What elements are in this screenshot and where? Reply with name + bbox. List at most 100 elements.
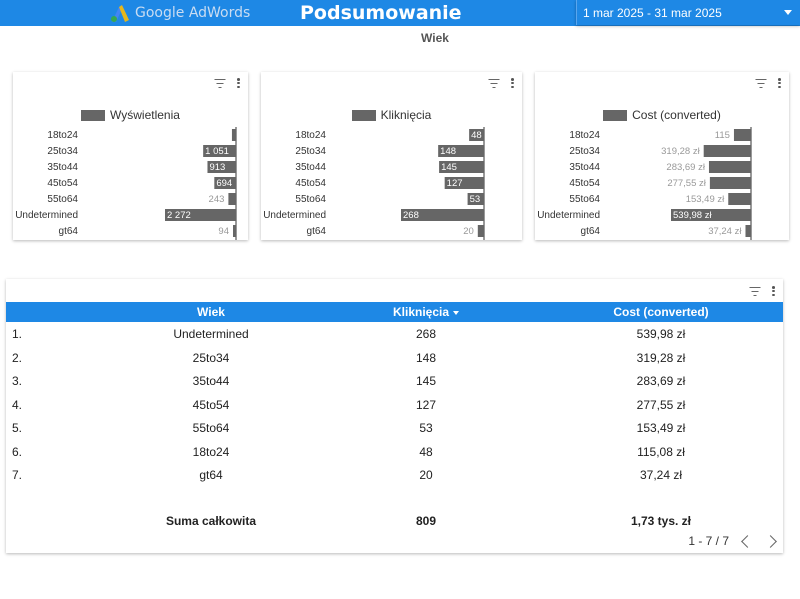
category-label: Undetermined bbox=[15, 210, 78, 221]
bar-18to24[interactable] bbox=[231, 129, 236, 141]
total-clicks: 809 bbox=[415, 514, 437, 528]
table-row[interactable]: 3. 35to44 145 283,69 zł bbox=[6, 370, 783, 393]
bar-18to24[interactable] bbox=[469, 129, 484, 141]
cell-clicks: 268 bbox=[415, 327, 437, 341]
cell-cost: 319,28 zł bbox=[636, 350, 686, 365]
table-row[interactable]: 1. Undetermined 268 539,98 zł bbox=[6, 323, 783, 346]
category-label: 55to64 bbox=[569, 194, 600, 205]
age-table-card: Wiek Kliknięcia Cost (converted) 1. Undet… bbox=[6, 279, 783, 553]
table-row[interactable]: 5. 55to64 53 153,49 zł bbox=[6, 417, 783, 440]
legend-swatch bbox=[603, 109, 628, 121]
table-row[interactable]: 6. 18to24 48 115,08 zł bbox=[6, 441, 783, 464]
column-header-age[interactable]: Wiek bbox=[197, 305, 225, 319]
value-label: 94 bbox=[218, 226, 229, 237]
table-header: Wiek Kliknięcia Cost (converted) bbox=[6, 302, 783, 322]
category-label: 35to44 bbox=[569, 162, 600, 173]
column-header-clicks-label: Kliknięcia bbox=[392, 305, 450, 319]
kebab-menu-icon[interactable] bbox=[511, 78, 514, 88]
value-label: 1 051 bbox=[205, 146, 229, 157]
bar-45to54[interactable] bbox=[214, 177, 236, 189]
value-label: 37,24 zł bbox=[708, 226, 742, 237]
legend-swatch bbox=[81, 109, 106, 121]
cell-clicks: 148 bbox=[415, 350, 437, 365]
bar-18to24[interactable] bbox=[733, 129, 751, 141]
cell-cost: 37,24 zł bbox=[639, 468, 683, 482]
value-label: 913 bbox=[209, 162, 225, 173]
cell-age: 18to24 bbox=[192, 444, 230, 459]
bar-chart-impressions: 18to24 25to34 1 051 35to44 913 45to54 694 55to6… bbox=[15, 127, 237, 240]
bar-gt64[interactable] bbox=[477, 225, 484, 237]
category-label: 25to34 bbox=[569, 146, 600, 157]
cell-age: Undetermined bbox=[173, 327, 249, 341]
column-header-cost[interactable]: Cost (converted) bbox=[613, 305, 709, 319]
bar-55to64[interactable] bbox=[728, 193, 751, 205]
table-row[interactable]: 7. gt64 20 37,24 zł bbox=[6, 464, 783, 487]
row-index: 6. bbox=[12, 444, 23, 459]
value-label: 148 bbox=[440, 146, 456, 157]
filter-icon[interactable] bbox=[214, 78, 225, 88]
cell-cost: 539,98 zł bbox=[636, 327, 686, 341]
total-label: Suma całkowita bbox=[165, 514, 257, 528]
bar-gt64[interactable] bbox=[745, 225, 751, 237]
cell-age: 45to54 bbox=[192, 397, 230, 412]
category-label: 35to44 bbox=[47, 162, 78, 173]
table-row[interactable]: 2. 25to34 148 319,28 zł bbox=[6, 347, 783, 370]
bar-Undetermined[interactable] bbox=[401, 209, 484, 221]
cell-age: 25to34 bbox=[192, 350, 230, 365]
value-label: 539,98 zł bbox=[673, 210, 712, 221]
bar-35to44[interactable] bbox=[207, 161, 236, 173]
section-title: Wiek bbox=[421, 31, 449, 45]
value-label: 694 bbox=[216, 178, 232, 189]
category-label: 35to44 bbox=[295, 162, 326, 173]
category-label: 25to34 bbox=[47, 146, 78, 157]
bar-gt64[interactable] bbox=[233, 225, 236, 237]
kebab-menu-icon[interactable] bbox=[772, 286, 775, 296]
bar-35to44[interactable] bbox=[708, 161, 751, 173]
bar-Undetermined[interactable] bbox=[165, 209, 236, 221]
date-range-value: 1 mar 2025 - 31 mar 2025 bbox=[583, 5, 722, 20]
chevron-left-icon[interactable] bbox=[741, 534, 754, 548]
dropdown-arrow-icon bbox=[784, 10, 792, 15]
bar-55to64[interactable] bbox=[228, 193, 236, 205]
date-range-selector[interactable]: 1 mar 2025 - 31 mar 2025 bbox=[576, 0, 800, 25]
bar-45to54[interactable] bbox=[444, 177, 484, 189]
bar-25to34[interactable] bbox=[438, 145, 484, 157]
category-label: 55to64 bbox=[295, 194, 326, 205]
filter-icon[interactable] bbox=[488, 78, 499, 88]
category-label: 18to24 bbox=[47, 130, 78, 141]
chart-card-clicks: Kliknięcia 18to24 48 25to34 148 35to44 145 45t… bbox=[261, 72, 522, 240]
value-label: 277,55 zł bbox=[667, 178, 706, 189]
chevron-right-icon[interactable] bbox=[764, 534, 777, 548]
bar-25to34[interactable] bbox=[203, 145, 236, 157]
column-header-clicks[interactable]: Kliknięcia bbox=[336, 305, 516, 319]
legend-swatch bbox=[351, 109, 376, 121]
category-label: Undetermined bbox=[263, 210, 326, 221]
kebab-menu-icon[interactable] bbox=[778, 78, 781, 88]
bar-25to34[interactable] bbox=[703, 145, 751, 157]
header-bar: Google AdWords Podsumowanie 1 mar 2025 -… bbox=[0, 0, 800, 26]
row-index: 7. bbox=[12, 468, 23, 482]
filter-icon[interactable] bbox=[755, 78, 766, 88]
pagination: 1 - 7 / 7 bbox=[688, 534, 777, 548]
value-label: 153,49 zł bbox=[686, 194, 725, 205]
cell-age: 35to44 bbox=[192, 374, 230, 388]
legend-label: Wyświetlenia bbox=[110, 108, 180, 122]
bar-45to54[interactable] bbox=[709, 177, 751, 189]
cell-clicks: 145 bbox=[415, 374, 437, 388]
bar-35to44[interactable] bbox=[439, 161, 484, 173]
table-row[interactable]: 4. 45to54 127 277,55 zł bbox=[6, 394, 783, 417]
bar-Undetermined[interactable] bbox=[671, 209, 751, 221]
legend-label: Kliknięcia bbox=[380, 108, 432, 122]
chart-legend: Wyświetlenia bbox=[13, 108, 248, 122]
filter-icon[interactable] bbox=[749, 286, 760, 296]
category-label: gt64 bbox=[307, 226, 327, 237]
bar-chart-cost: 18to24 115 25to34 319,28 zł 35to44 283,69 zł 4… bbox=[537, 127, 752, 240]
cell-age: gt64 bbox=[199, 468, 223, 482]
logo-text: Google AdWords bbox=[135, 5, 251, 21]
cell-cost: 153,49 zł bbox=[636, 421, 686, 435]
row-index: 2. bbox=[12, 350, 23, 365]
bar-55to64[interactable] bbox=[467, 193, 484, 205]
cell-cost: 115,08 zł bbox=[637, 444, 685, 459]
value-label: 243 bbox=[209, 194, 225, 205]
kebab-menu-icon[interactable] bbox=[237, 78, 240, 88]
